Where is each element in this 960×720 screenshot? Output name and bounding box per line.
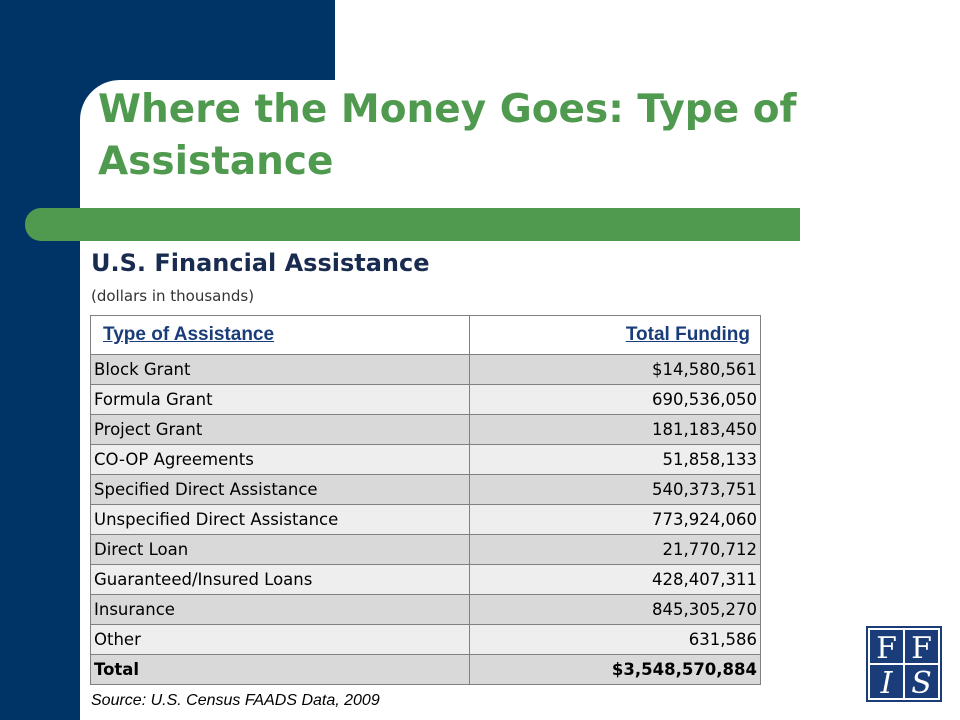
row-type-cell: Block Grant: [90, 354, 470, 385]
row-funding-cell: 690,536,050: [469, 384, 761, 415]
logo-letter: I: [880, 666, 894, 701]
table-title: U.S. Financial Assistance: [91, 249, 430, 277]
title-underline-bar: [25, 208, 800, 241]
total-label-cell: Total: [90, 654, 470, 685]
table-row: Guaranteed/Insured Loans 428,407,311: [90, 564, 761, 595]
row-type-cell: Insurance: [90, 594, 470, 625]
row-type-cell: Direct Loan: [90, 534, 470, 565]
table-row: Project Grant 181,183,450: [90, 414, 761, 445]
table-row: CO-OP Agreements 51,858,133: [90, 444, 761, 475]
row-funding-cell: $14,580,561: [469, 354, 761, 385]
column-header-funding: Total Funding: [469, 315, 761, 355]
row-funding-cell: 631,586: [469, 624, 761, 655]
row-type-cell: CO-OP Agreements: [90, 444, 470, 475]
table-row: Specified Direct Assistance 540,373,751: [90, 474, 761, 505]
table-row: Formula Grant 690,536,050: [90, 384, 761, 415]
row-funding-cell: 540,373,751: [469, 474, 761, 505]
row-type-cell: Formula Grant: [90, 384, 470, 415]
row-funding-cell: 181,183,450: [469, 414, 761, 445]
row-type-cell: Guaranteed/Insured Loans: [90, 564, 470, 595]
table-row: Direct Loan 21,770,712: [90, 534, 761, 565]
row-type-cell: Other: [90, 624, 470, 655]
slide-title: Where the Money Goes: Type of Assistance: [98, 87, 797, 184]
background-navy-strip: [0, 0, 80, 720]
table-row: Other 631,586: [90, 624, 761, 655]
assistance-table: Type of Assistance Total Funding Block G…: [90, 315, 761, 685]
ffis-logo: F F I S: [866, 626, 942, 702]
column-header-type: Type of Assistance: [90, 315, 470, 355]
row-funding-cell: 428,407,311: [469, 564, 761, 595]
row-funding-cell: 773,924,060: [469, 504, 761, 535]
row-type-cell: Project Grant: [90, 414, 470, 445]
row-funding-cell: 51,858,133: [469, 444, 761, 475]
row-type-cell: Unspecified Direct Assistance: [90, 504, 470, 535]
table-units-note: (dollars in thousands): [91, 287, 255, 305]
table-header-row: Type of Assistance Total Funding: [90, 315, 761, 355]
table-total-row: Total $3,548,570,884: [90, 654, 761, 685]
table-row: Insurance 845,305,270: [90, 594, 761, 625]
logo-letter: S: [911, 666, 932, 701]
total-funding-cell: $3,548,570,884: [469, 654, 761, 685]
row-type-cell: Specified Direct Assistance: [90, 474, 470, 505]
table-row: Block Grant $14,580,561: [90, 354, 761, 385]
logo-letter: F: [876, 631, 897, 666]
row-funding-cell: 845,305,270: [469, 594, 761, 625]
table-row: Unspecified Direct Assistance 773,924,06…: [90, 504, 761, 535]
row-funding-cell: 21,770,712: [469, 534, 761, 565]
logo-letter: F: [911, 631, 932, 666]
source-note: Source: U.S. Census FAADS Data, 2009: [91, 692, 380, 709]
